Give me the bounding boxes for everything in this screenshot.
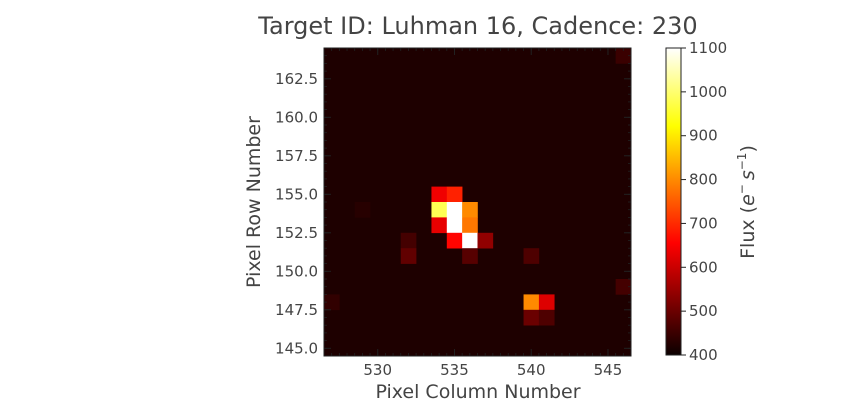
y-tick-label: 160.0 [275, 108, 318, 126]
heatmap-pixel [446, 186, 463, 203]
chart-title: Target ID: Luhman 16, Cadence: 230 [257, 12, 697, 40]
heatmap-pixel [400, 248, 417, 264]
heatmap-pixel [477, 232, 494, 249]
heatmap-pixel [354, 202, 371, 218]
colorbar-tick-label: 1000 [689, 83, 727, 101]
colorbar-tick-label: 400 [689, 346, 718, 364]
y-tick-label: 155.0 [275, 185, 318, 203]
x-tick-label: 530 [363, 361, 392, 379]
colorbar-tick-label: 900 [689, 127, 718, 145]
x-tick-label: 545 [594, 361, 623, 379]
heatmap-pixel [462, 202, 478, 218]
colorbar-tick-label: 1100 [689, 39, 727, 57]
heatmap-pixel [431, 217, 448, 234]
y-axis-label: Pixel Row Number [243, 116, 265, 288]
y-tick-label: 147.5 [275, 301, 318, 319]
heatmap-pixel [431, 202, 448, 218]
heatmap-pixel [615, 279, 632, 295]
heatmap-pixel [523, 294, 540, 311]
colorbar-tick-label: 800 [689, 171, 718, 189]
heatmap-pixel [446, 202, 463, 218]
y-tick-label: 152.5 [275, 224, 318, 242]
heatmap-pixel [538, 309, 555, 326]
axes: 530 535 540 545 145.0 147.5 150.0 152.5 155.0 157… [275, 47, 632, 379]
heatmap-pixel [523, 309, 540, 326]
y-tick-label: 150.0 [275, 262, 318, 280]
colorbar-tick-label: 600 [689, 258, 718, 276]
heatmap-pixel [462, 217, 478, 234]
colorbar [665, 47, 682, 356]
heatmap-pixel [462, 248, 478, 264]
heatmap-pixel [446, 217, 463, 234]
y-tick-label: 145.0 [275, 339, 318, 357]
heatmap-pixel [462, 232, 478, 249]
colorbar-label: Flux (e−s−1) [735, 145, 759, 259]
heatmap-pixels [324, 48, 632, 356]
heatmap-pixel [446, 232, 463, 249]
x-tick-label: 540 [517, 361, 546, 379]
colorbar-tick-label: 500 [689, 302, 718, 320]
x-axis-label: Pixel Column Number [375, 381, 580, 400]
heatmap-pixel [615, 48, 632, 64]
heatmap-pixel [538, 294, 555, 311]
colorbar-tick-label: 700 [689, 214, 718, 232]
heatmap-pixel [324, 294, 340, 311]
colorbar-ticks: 400 500 600 700 800 900 1000 1100 [681, 39, 727, 364]
heatmap-pixel [523, 248, 540, 264]
x-tick-label: 535 [440, 361, 469, 379]
y-tick-label: 157.5 [275, 147, 318, 165]
heatmap-pixel [400, 232, 417, 249]
heatmap-pixel [431, 186, 448, 203]
y-tick-label: 162.5 [275, 70, 318, 88]
